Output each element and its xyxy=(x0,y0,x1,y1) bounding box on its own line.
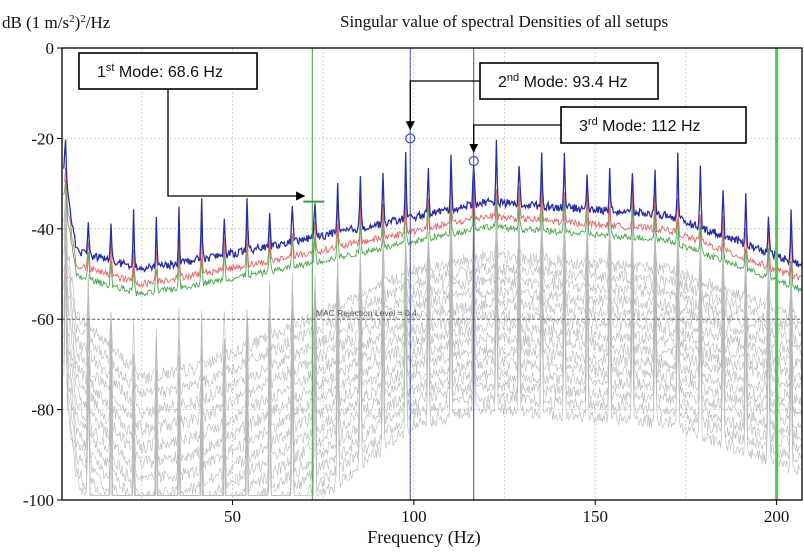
mode-annotation: 2nd Mode: 93.4 Hz xyxy=(405,62,659,144)
x-tick-label: 150 xyxy=(582,507,608,526)
chart-title: Singular value of spectral Densities of … xyxy=(340,12,668,31)
mode-label-box xyxy=(479,62,659,100)
mode-annotation: 3rd Mode: 112 Hz xyxy=(468,106,747,167)
series-line-gray xyxy=(63,188,802,384)
y-axis-label: dB (1 m/s2)2/Hz xyxy=(2,13,111,32)
mode-label: 1st Mode: 68.6 Hz xyxy=(97,62,223,81)
mode-arrow xyxy=(405,80,480,131)
series-line-red xyxy=(63,167,802,289)
plot-frame xyxy=(61,47,803,501)
series-line-gray xyxy=(63,199,802,419)
y-tick-label: 0 xyxy=(46,39,55,58)
y-tick-label: -80 xyxy=(31,401,54,420)
mode-annotation: 1st Mode: 68.6 Hz xyxy=(78,52,325,203)
series-line-gray xyxy=(63,207,802,483)
y-tick-label: -40 xyxy=(31,220,54,239)
series-line-gray xyxy=(63,196,802,437)
series-line-gray xyxy=(63,237,802,496)
mode-arrow xyxy=(469,124,561,153)
mode-peak-marker xyxy=(405,133,416,144)
y-tick-label: -60 xyxy=(31,310,54,329)
series-line-gray xyxy=(63,208,802,496)
x-axis-label: Frequency (Hz) xyxy=(367,527,480,548)
mode-label: 2nd Mode: 93.4 Hz xyxy=(498,72,628,91)
mode-label: 3rd Mode: 112 Hz xyxy=(579,116,701,135)
mode-annotations: 1st Mode: 68.6 Hz 2nd Mode: 93.4 Hz 3rd Mo… xyxy=(78,52,747,203)
mode-arrow xyxy=(167,89,306,201)
x-tick-label: 50 xyxy=(224,507,241,526)
y-tick-label: -20 xyxy=(31,129,54,148)
series-line-gray xyxy=(63,216,802,469)
series-line-green xyxy=(63,179,802,296)
mac-rejection-label: MAC Rejection Level = 0.4 xyxy=(316,308,417,318)
series-layer xyxy=(63,139,802,497)
vertical-markers xyxy=(311,48,779,500)
series-line-gray xyxy=(63,209,802,497)
mode-peak-marker xyxy=(468,155,479,167)
y-tick-label: -100 xyxy=(23,491,54,510)
x-tick-label: 200 xyxy=(764,507,790,526)
series-line-gray xyxy=(63,218,802,497)
series-line-blue xyxy=(63,139,802,273)
x-tick-label: 100 xyxy=(401,507,427,526)
axes: 0 -20 -40 -60 -80 -100 50 100 150 200 xyxy=(23,39,790,526)
